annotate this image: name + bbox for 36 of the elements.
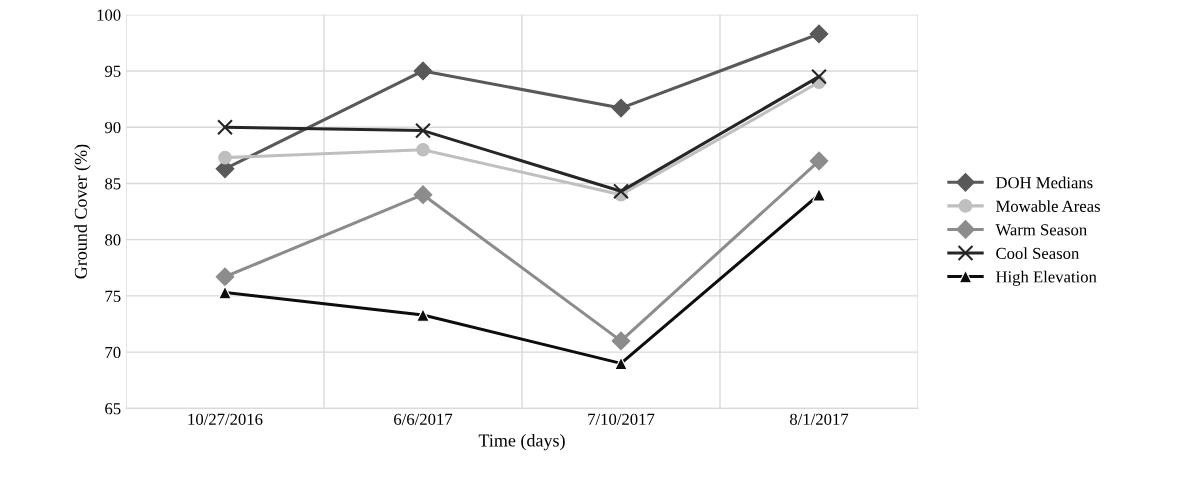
point bbox=[812, 187, 826, 202]
point bbox=[613, 183, 629, 200]
legend-label: Mowable Areas bbox=[995, 200, 1100, 212]
y-tick-label: 100 bbox=[97, 9, 121, 21]
y-axis-title: Ground Cover (%) bbox=[74, 144, 91, 279]
y-tick-label: 85 bbox=[105, 178, 121, 190]
point bbox=[218, 150, 232, 165]
x-tick-label: 8/1/2017 bbox=[790, 413, 849, 425]
point bbox=[413, 61, 433, 81]
y-tick-label: 80 bbox=[105, 234, 121, 246]
point bbox=[416, 308, 430, 322]
y-tick-label: 70 bbox=[105, 346, 121, 359]
x-tick-label: 10/27/2016 bbox=[188, 413, 263, 425]
point bbox=[809, 24, 829, 44]
point bbox=[215, 267, 235, 287]
point bbox=[809, 151, 829, 171]
point bbox=[416, 142, 430, 157]
legend-label: Warm Season bbox=[995, 224, 1087, 236]
point bbox=[217, 119, 233, 136]
y-tick-label: 75 bbox=[105, 290, 121, 302]
x-axis-title: Time (days) bbox=[478, 433, 565, 451]
x-tick-label: 6/6/2017 bbox=[394, 413, 453, 425]
point bbox=[218, 285, 232, 300]
legend-label: Cool Season bbox=[996, 247, 1080, 259]
point bbox=[811, 68, 827, 85]
y-tick-label: 65 bbox=[105, 403, 121, 415]
y-tick-label: 95 bbox=[105, 65, 121, 77]
point bbox=[611, 331, 631, 351]
legend-label: High Elevation bbox=[995, 270, 1097, 286]
y-tick-label: 90 bbox=[105, 121, 121, 134]
legend-label: DOH Medians bbox=[995, 176, 1093, 189]
point bbox=[413, 185, 433, 205]
point bbox=[611, 98, 631, 118]
point bbox=[614, 356, 628, 371]
point bbox=[415, 122, 431, 139]
x-tick-label: 7/10/2017 bbox=[588, 413, 655, 425]
